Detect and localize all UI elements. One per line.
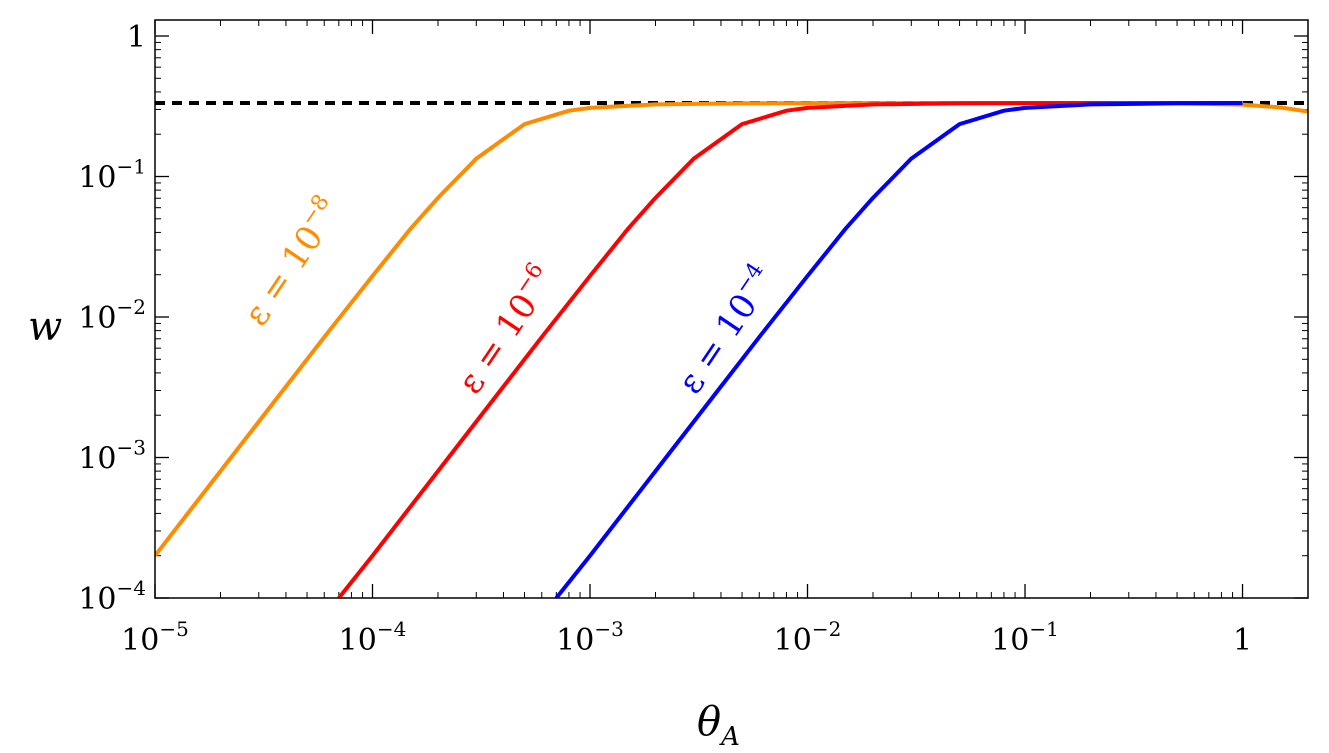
x-tick-label: 10−5	[121, 617, 189, 658]
x-tick-label: 1	[1233, 623, 1252, 658]
x-tick-exp: −4	[377, 617, 406, 641]
x-tick-base: 1	[1233, 623, 1252, 658]
y-tick-exp: −2	[117, 295, 146, 319]
y-tick-label: 10−1	[78, 155, 146, 196]
y-tick-base: 10	[78, 301, 116, 336]
y-axis-label: w	[28, 304, 62, 350]
x-tick-exp: −1	[1029, 617, 1058, 641]
x-tick-base: 10	[556, 623, 594, 658]
x-tick-label: 10−3	[556, 617, 624, 658]
y-tick-exp: −4	[117, 576, 146, 600]
x-tick-label: 10−1	[991, 617, 1059, 658]
y-tick-label: 10−4	[78, 576, 146, 617]
x-tick-base: 10	[774, 623, 812, 658]
y-tick-exp: −3	[117, 436, 146, 460]
x-axis-label-base: θ	[697, 699, 721, 745]
x-tick-exp: −2	[812, 617, 841, 641]
x-tick-labels: 10−5 10−4 10−3 10−2 10−1 1	[121, 617, 1252, 658]
minor-ticks	[155, 20, 1309, 598]
x-tick-exp: −5	[159, 617, 188, 641]
y-tick-base: 10	[78, 161, 116, 196]
series-label-base: ε = 10	[236, 219, 331, 333]
series-label-base: ε = 10	[670, 287, 765, 401]
y-tick-exp: −1	[117, 155, 146, 179]
x-axis-label-sub: A	[719, 722, 740, 752]
series-label-base: ε = 10	[450, 287, 545, 401]
x-tick-base: 10	[339, 623, 377, 658]
plot-frame	[154, 19, 1309, 599]
series-line	[337, 101, 1243, 598]
curves-group	[155, 101, 1308, 598]
series-line	[554, 101, 1243, 598]
y-tick-base: 10	[78, 442, 116, 477]
y-tick-base: 10	[78, 582, 116, 617]
y-tick-labels: 10−410−310−210−11	[78, 20, 146, 617]
y-tick-base: 1	[127, 20, 146, 55]
x-axis-label: θA	[697, 699, 740, 752]
y-tick-label: 1	[127, 20, 146, 55]
y-tick-label: 10−3	[78, 436, 146, 477]
x-tick-label: 10−2	[774, 617, 842, 658]
x-tick-exp: −3	[594, 617, 623, 641]
x-tick-label: 10−4	[339, 617, 407, 658]
curve-labels: ε = 10−8ε = 10−6ε = 10−4	[234, 190, 768, 401]
y-tick-label: 10−2	[78, 295, 146, 336]
x-tick-base: 10	[991, 623, 1029, 658]
series-label: ε = 10−8	[234, 190, 350, 333]
x-tick-base: 10	[121, 623, 159, 658]
